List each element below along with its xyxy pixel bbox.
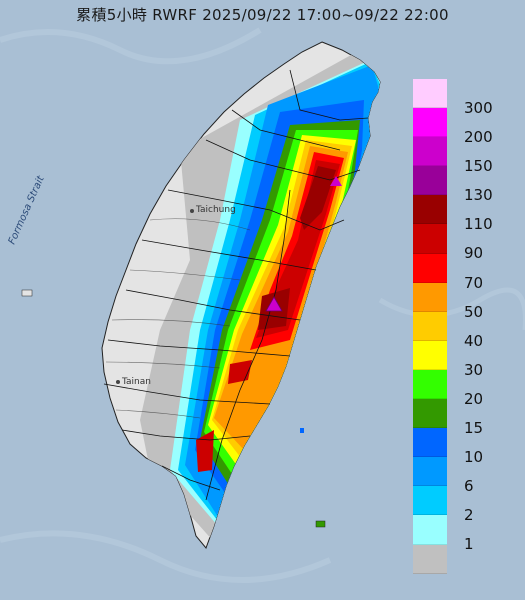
legend-entry: 2 — [413, 486, 513, 523]
legend-swatch — [413, 195, 447, 225]
legend-label: 130 — [464, 186, 493, 205]
legend-label: 15 — [464, 419, 484, 438]
legend-swatch — [413, 79, 447, 109]
city-label-taichung: Taichung — [195, 205, 236, 215]
legend-entry: 110 — [413, 195, 513, 232]
map-title: 累積5小時 RWRF 2025/09/22 17:00~09/22 22:00 — [76, 6, 449, 24]
legend-label: 300 — [464, 99, 493, 117]
legend-swatch — [413, 108, 447, 138]
legend-swatch — [413, 253, 447, 283]
legend-entry: 15 — [413, 399, 513, 436]
legend-swatch — [413, 399, 447, 429]
legend-swatch — [413, 311, 447, 341]
legend-swatch — [413, 282, 447, 312]
legend-swatch — [413, 224, 447, 254]
legend-label: 150 — [464, 157, 493, 176]
city-label-tainan: Tainan — [121, 377, 151, 387]
legend-swatch — [413, 515, 447, 545]
legend-swatch — [413, 369, 447, 400]
legend-entry: 1 — [413, 515, 513, 552]
legend-swatch — [413, 166, 447, 196]
city-dot-taichung — [190, 209, 194, 213]
legend-swatch — [413, 137, 447, 167]
legend-entry: 90 — [413, 224, 513, 261]
legend-label: 200 — [464, 128, 493, 147]
offshore-islands — [21, 289, 326, 528]
legend-entry: 130 — [413, 166, 513, 203]
legend-swatch — [413, 340, 447, 370]
legend-label: 1 — [464, 535, 474, 554]
legend-label: 110 — [464, 215, 493, 234]
legend-label: 6 — [464, 477, 474, 496]
legend-swatch — [413, 544, 447, 574]
legend-entry: 20 — [413, 369, 513, 407]
rivers — [105, 218, 251, 419]
legend-label: 40 — [464, 331, 484, 350]
legend-label: 70 — [464, 273, 484, 292]
county-boundaries — [103, 69, 369, 501]
legend-entry: 30 — [413, 340, 513, 378]
legend-label: 10 — [464, 448, 484, 467]
legend-swatch — [413, 428, 447, 458]
legend-entry: 200 — [413, 108, 513, 145]
legend-swatch — [413, 486, 447, 516]
legend-label: 2 — [464, 506, 474, 525]
legend-swatch — [413, 457, 447, 487]
legend-entry: 300 — [413, 79, 513, 116]
legend-entry: 150 — [413, 137, 513, 174]
rainfall-legend: 300 200 150 130 110 90 70 50 40 30 20 15 10 6 2 1 — [413, 79, 513, 574]
legend-label: 30 — [464, 360, 484, 379]
city-dot-tainan — [116, 380, 120, 384]
legend-label: 20 — [464, 389, 484, 408]
legend-entry: 70 — [413, 253, 513, 291]
legend-entry: 6 — [413, 457, 513, 494]
legend-entry — [413, 544, 513, 574]
peak-markers — [265, 176, 342, 312]
legend-entry: 10 — [413, 428, 513, 465]
legend-entry: 50 — [413, 282, 513, 320]
legend-entry: 40 — [413, 311, 513, 349]
legend-label: 90 — [464, 244, 484, 263]
legend-label: 50 — [464, 302, 484, 321]
